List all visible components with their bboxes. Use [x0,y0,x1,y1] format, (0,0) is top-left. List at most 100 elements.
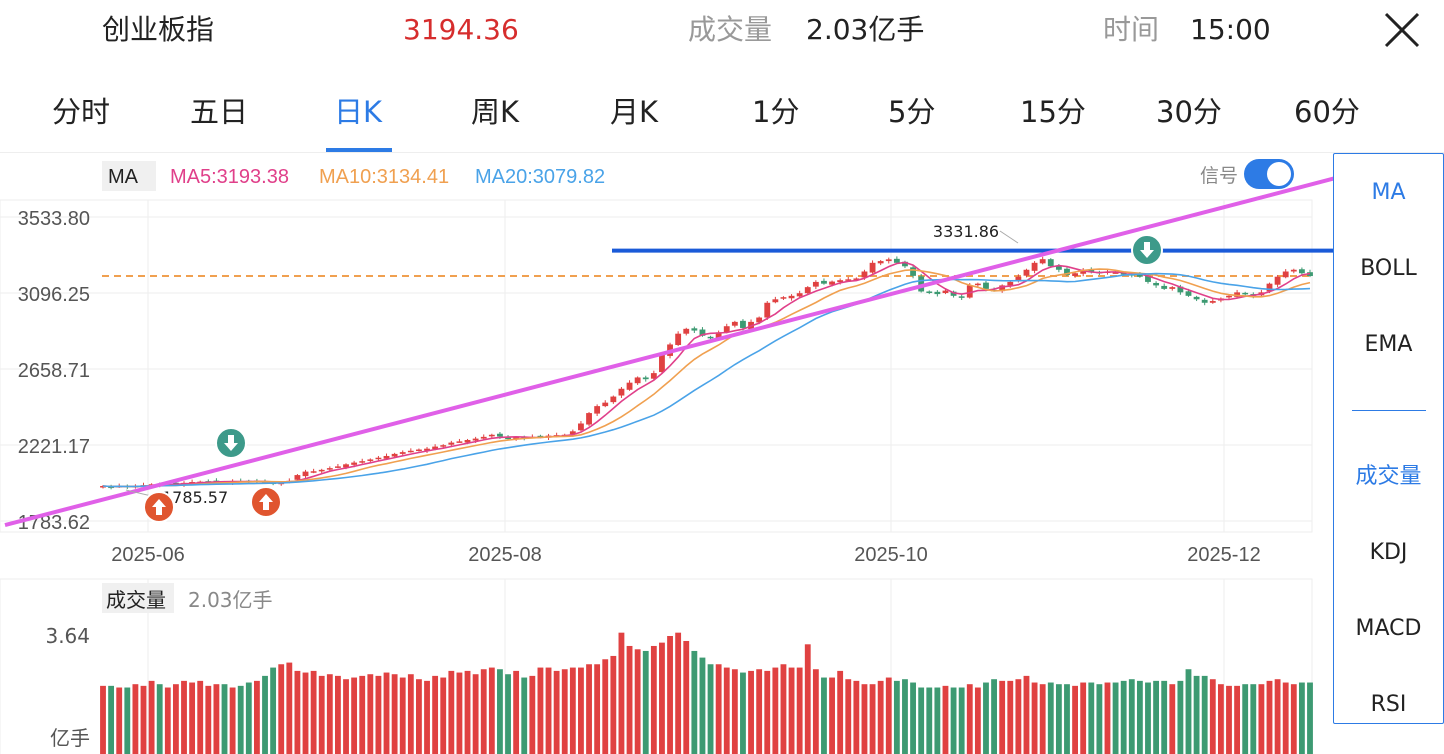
volume-bar [691,650,698,754]
volume-bar [359,675,366,754]
candle-body [772,299,779,303]
candle-body [796,293,803,297]
indicator-macd[interactable]: MACD [1355,616,1422,641]
candle-body [1080,269,1087,274]
signal-toggle[interactable] [1244,159,1294,189]
candle-body [1209,301,1216,303]
volume-bar [229,687,236,754]
grid [0,199,1313,754]
indicator-volume[interactable]: 成交量 [1355,464,1422,489]
candle-body [351,462,358,465]
volume-bar [610,655,617,754]
volume-bar [934,687,941,754]
volume-bar [618,632,625,754]
volume-bar [885,677,892,754]
candle-body [1266,283,1273,292]
candle-body [1153,282,1160,286]
volume-bar [172,684,179,754]
volume-bar [902,679,908,754]
volume-bar [302,672,309,754]
tab-fenshi[interactable]: 分时 [52,95,111,129]
candle-body [488,434,495,437]
volume-bar [1193,675,1200,754]
volume-bar [132,684,139,754]
volume-bar [950,687,957,754]
close-icon[interactable] [1382,10,1422,50]
y-tick-label: 3096.25 [18,284,90,306]
volume-label-box [102,583,174,613]
candle-body [335,466,341,468]
tab-month-k[interactable]: 月K [610,95,659,129]
volume-bar [1064,684,1070,754]
volume-bar [1015,679,1022,754]
candle-body [1290,269,1297,272]
volume-bars [100,632,1313,754]
volume-bar [966,684,973,754]
volume-bar [318,675,325,754]
index-price: 3194.36 [403,13,519,46]
candle-body [456,441,463,443]
volume-bar [416,679,422,754]
volume-bar [569,667,576,754]
candle-body [885,259,892,262]
volume-bar [683,640,690,754]
tab-60min[interactable]: 60分 [1294,95,1360,129]
volume-bar [1104,682,1111,754]
indicator-ma[interactable]: MA [1371,180,1406,205]
volume-bar [221,684,228,754]
kline-chart[interactable]: MA MA5:3193.38 MA10:3134.41 MA20:3079.82… [0,153,1333,754]
candle-body [1242,292,1249,295]
candle-body [642,377,649,380]
volume-bar [910,682,916,754]
tab-1min[interactable]: 1分 [752,95,800,129]
volume-bar [278,664,285,754]
candle-body [1169,287,1176,289]
volume-bar [1055,684,1062,754]
tab-five-day[interactable]: 五日 [190,95,249,129]
volume-bar [545,667,552,754]
volume-bar [634,649,641,754]
volume-bar [926,687,933,754]
x-tick-label: 2025-08 [468,544,541,566]
candle-body [416,449,422,452]
volume-bar [837,670,844,754]
candle-body [715,332,722,339]
tab-day-k[interactable]: 日K [334,95,383,129]
tab-30min[interactable]: 30分 [1156,95,1222,129]
candle-body [861,271,868,278]
indicator-kdj[interactable]: KDJ [1369,540,1408,565]
time-label: 时间 [1103,13,1160,46]
candle-body [602,402,609,407]
candle-body [1298,269,1305,274]
volume-bar [270,667,277,754]
index-name: 创业板指 [102,13,215,46]
candle-body [812,281,819,287]
x-axis-labels: 2025-06 2025-08 2025-10 2025-12 [111,544,1260,566]
indicator-ema[interactable]: EMA [1364,332,1413,357]
volume-bar [1161,680,1168,754]
indicator-boll[interactable]: BOLL [1360,256,1417,281]
volume-bar [521,677,528,754]
volume-bar [869,684,876,754]
volume-bar [432,675,439,754]
volume-bar [829,677,835,754]
candle-body [845,279,852,281]
volume-bar [472,674,479,754]
candle-body [1112,272,1119,274]
volume-bar [861,684,868,754]
tab-week-k[interactable]: 周K [471,95,520,129]
tab-15min[interactable]: 15分 [1020,95,1086,129]
candle-body [359,461,366,463]
volume-bar [1209,679,1216,754]
volume-bar [650,645,657,754]
indicator-rsi[interactable]: RSI [1370,692,1407,717]
candle-body [675,333,682,345]
sell-signal-icon [1131,234,1163,266]
candle-body [1031,262,1038,271]
signal-markers [143,234,1163,523]
tab-5min[interactable]: 5分 [888,95,936,129]
candle-body [756,317,763,323]
candle-body [1193,296,1200,300]
candle-body [505,437,511,440]
volume-bar [958,687,965,754]
